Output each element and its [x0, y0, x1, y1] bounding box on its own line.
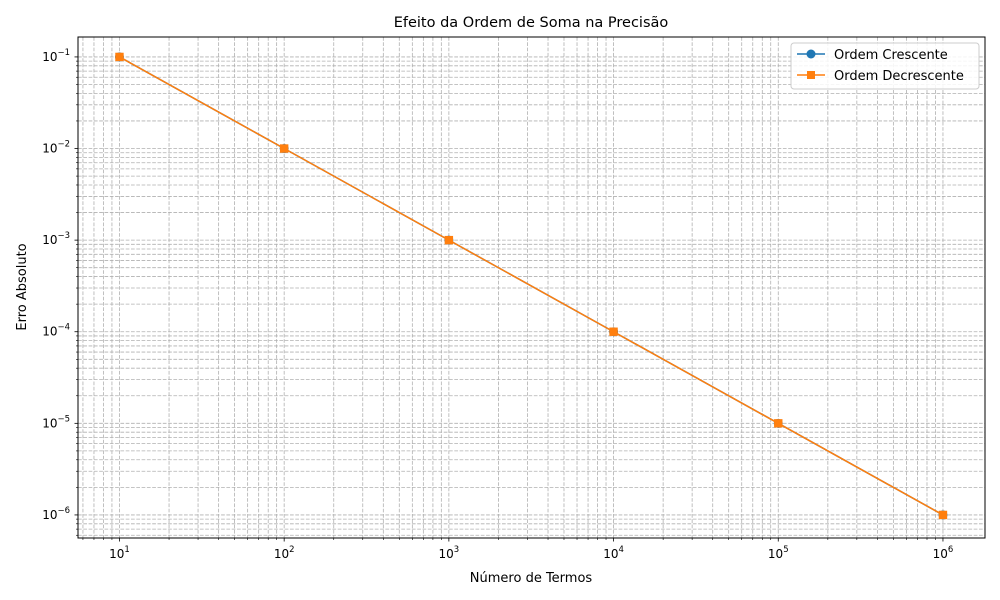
legend-box [790, 42, 980, 90]
legend-label-crescente: Ordem Crescente [834, 48, 948, 63]
grid [78, 37, 985, 538]
x-tick-label: 106 [933, 545, 954, 561]
legend-marker-crescente [806, 49, 816, 59]
x-tick-label: 102 [274, 545, 295, 561]
y-tick-label: 10−6 [42, 506, 70, 522]
data-point-decrescente [115, 52, 124, 62]
y-tick-label: 10−5 [42, 414, 70, 430]
data-point-decrescente [279, 144, 289, 153]
plot-frame [77, 36, 986, 539]
y-tick-label: 10−2 [42, 140, 70, 156]
data-point-decrescente [444, 235, 454, 245]
data-point-decrescente [938, 510, 948, 520]
axis-ticks: 101 102 103 104 105 106 10−1 10−2 10−3 10−4 10−5 10… [42, 48, 953, 561]
x-tick-label: 105 [768, 545, 789, 561]
series-line-decrescente [119, 56, 944, 516]
legend-marker-decrescente [807, 71, 815, 79]
series-layer [114, 52, 948, 520]
data-point-decrescente [609, 327, 618, 336]
x-tick-label: 104 [603, 545, 624, 561]
y-tick-label: 10−1 [42, 48, 70, 64]
data-point-decrescente [774, 419, 783, 428]
x-tick-label: 103 [439, 545, 460, 561]
legend: Ordem Crescente Ordem Decrescente [790, 42, 980, 90]
y-tick-label: 10−4 [42, 323, 70, 339]
x-axis-label: Número de Termos [470, 571, 593, 586]
y-tick-label: 10−3 [42, 231, 70, 247]
y-axis-label: Erro Absoluto [15, 243, 30, 330]
chart-title: Efeito da Ordem de Soma na Precisão [394, 15, 669, 31]
x-tick-label: 101 [109, 545, 130, 561]
legend-label-decrescente: Ordem Decrescente [834, 69, 964, 84]
